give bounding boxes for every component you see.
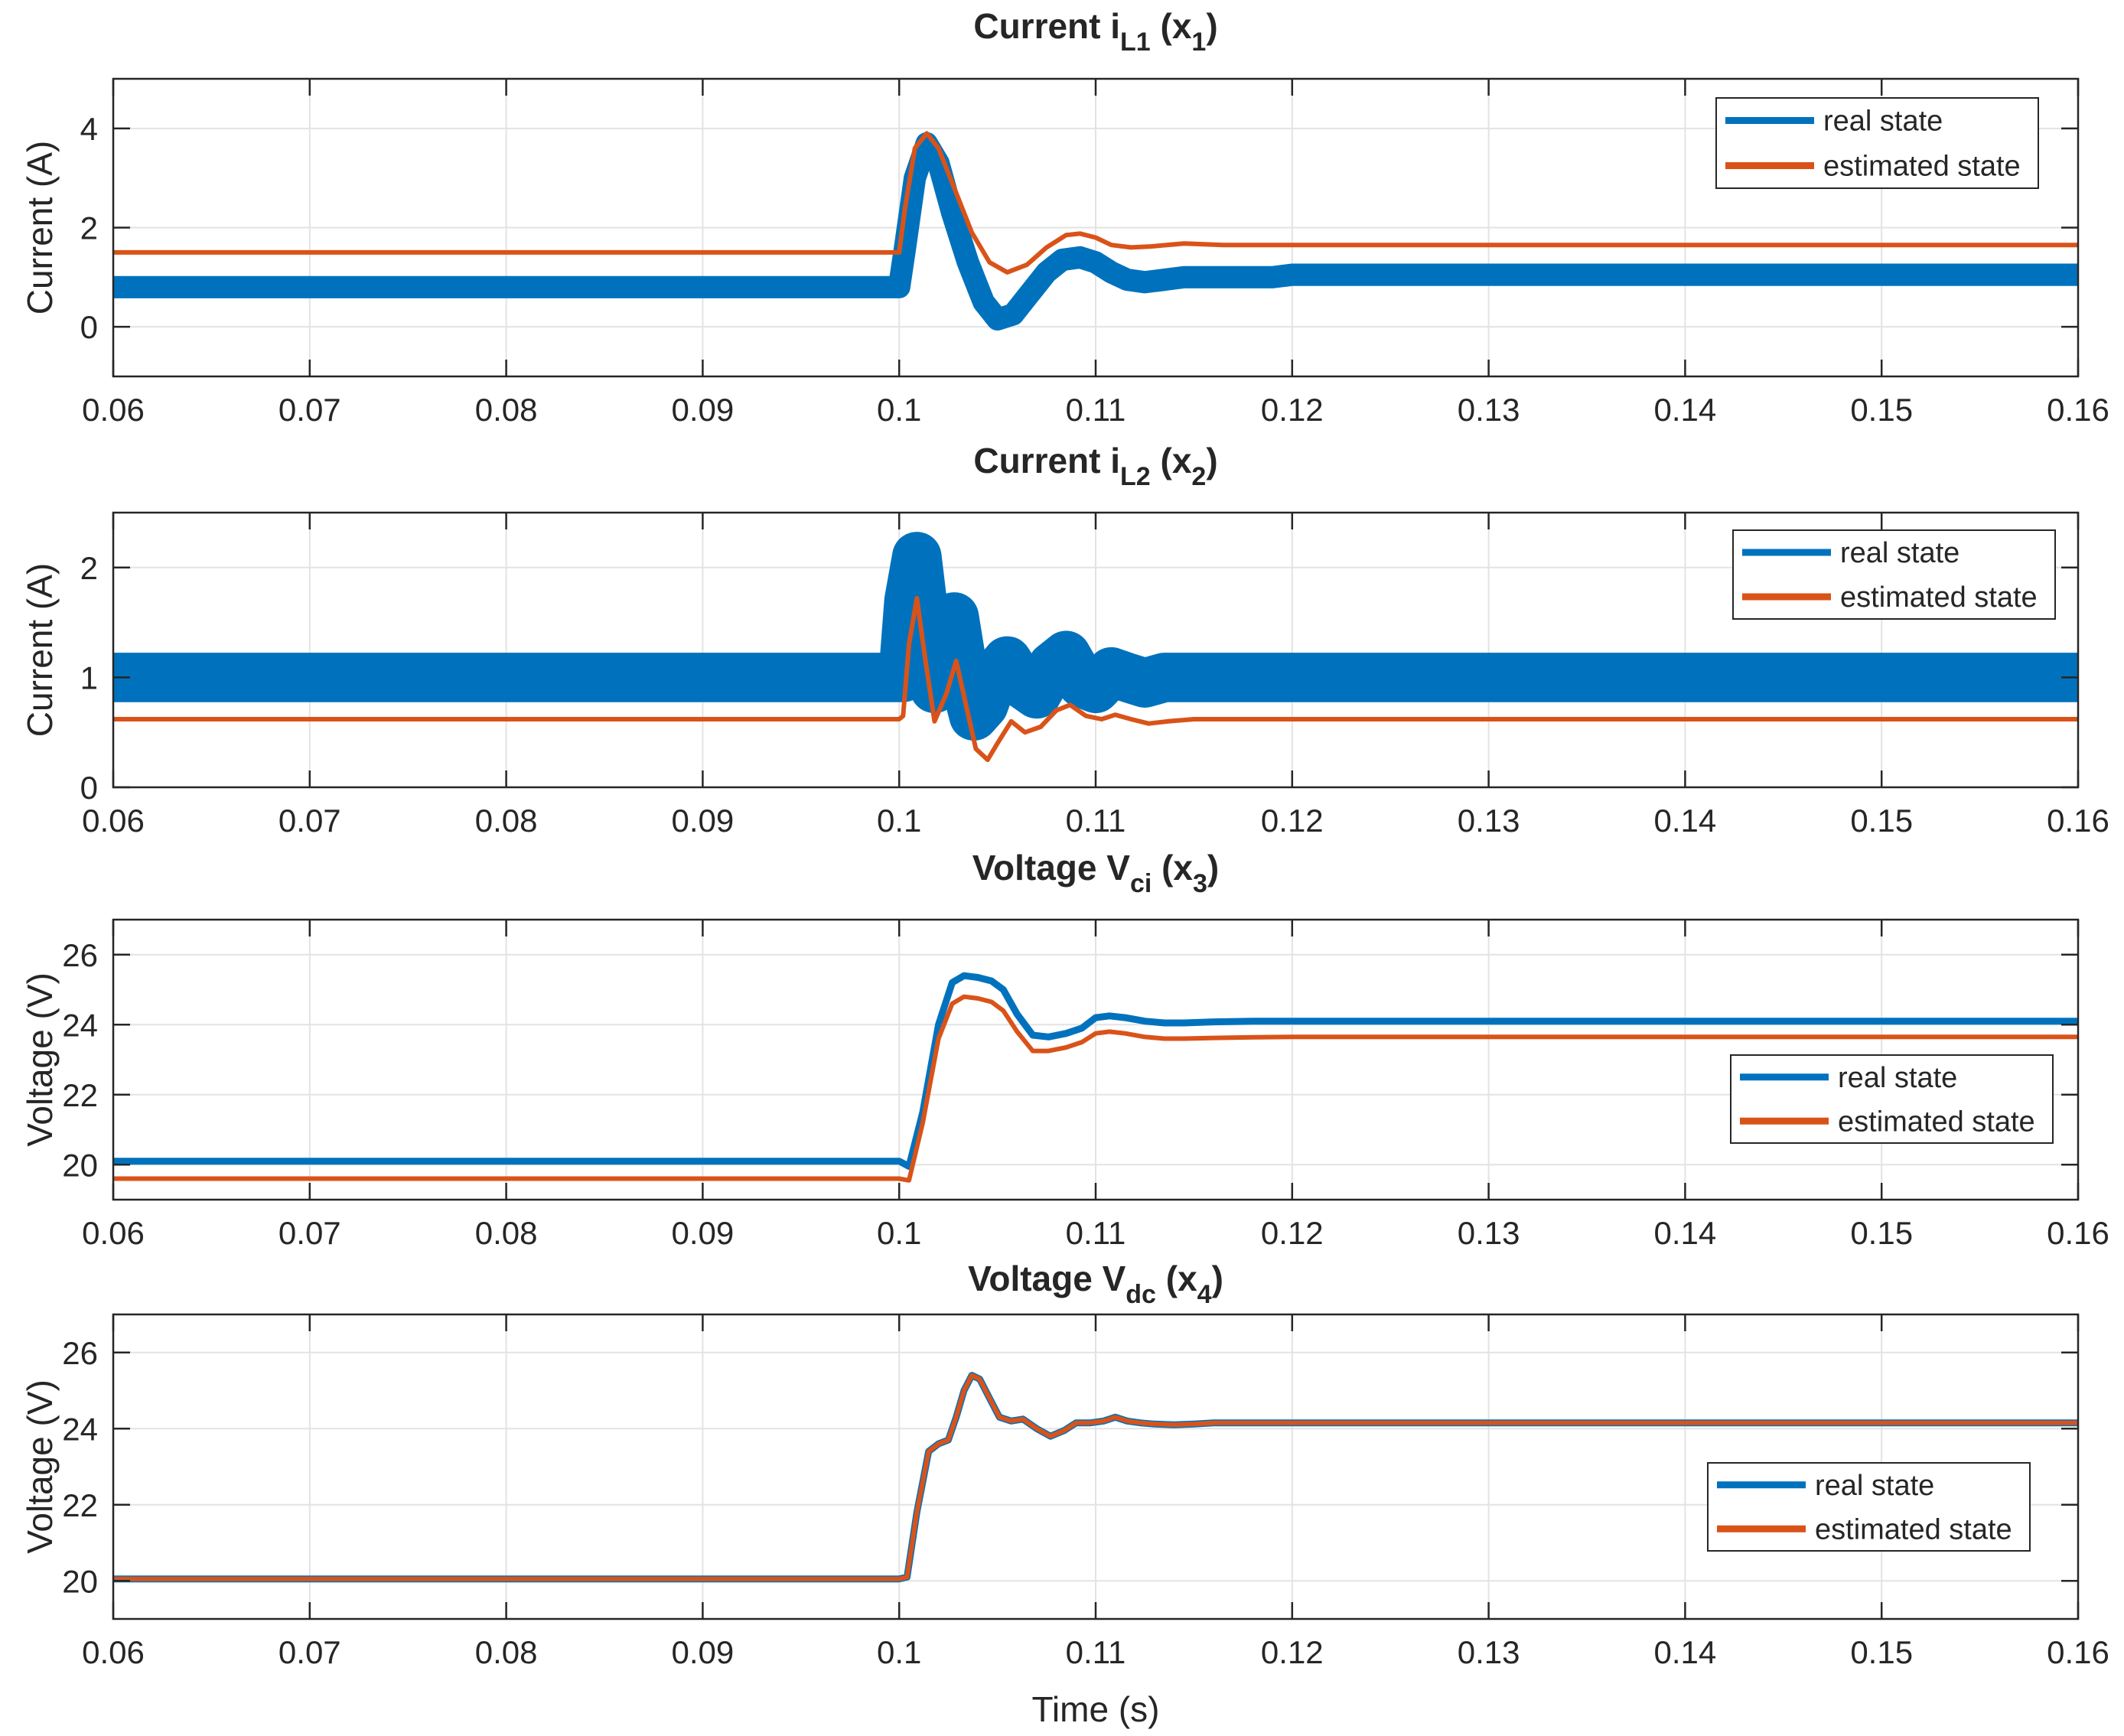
legend: real state estimated state xyxy=(1730,1054,2054,1144)
x-tick-label: 0.1 xyxy=(877,1634,921,1670)
x-tick-label: 0.15 xyxy=(1850,392,1913,428)
legend-label: real state xyxy=(1838,1062,1957,1094)
x-tick-label: 0.14 xyxy=(1654,392,1717,428)
x-tick-label: 0.07 xyxy=(279,803,341,839)
x-tick-label: 0.06 xyxy=(82,392,145,428)
y-axis-label: Voltage (V) xyxy=(20,1379,60,1554)
series-real-state-line xyxy=(113,972,2078,1170)
y-axis-label: Voltage (V) xyxy=(20,972,60,1147)
series-real-state-line xyxy=(113,132,2078,331)
x-tick-label: 0.15 xyxy=(1850,1215,1913,1251)
x-tick-label: 0.12 xyxy=(1261,1215,1324,1251)
x-tick-label: 0.09 xyxy=(672,1215,735,1251)
x-tick-label: 0.15 xyxy=(1850,1634,1913,1670)
y-tick-label: 22 xyxy=(62,1487,98,1523)
x-tick-label: 0.09 xyxy=(672,803,735,839)
legend-box xyxy=(1707,1462,2031,1552)
x-tick-label: 0.07 xyxy=(279,392,341,428)
legend-label: real state xyxy=(1840,537,1959,569)
y-tick-label: 26 xyxy=(62,937,98,973)
legend-label: estimated state xyxy=(1823,151,2021,183)
x-tick-label: 0.06 xyxy=(82,803,145,839)
x-tick-label: 0.06 xyxy=(82,1215,145,1251)
legend-box xyxy=(1715,97,2039,189)
x-tick-label: 0.16 xyxy=(2047,1634,2109,1670)
x-tick-label: 0.16 xyxy=(2047,803,2109,839)
x-tick-label: 0.11 xyxy=(1066,392,1126,428)
x-tick-label: 0.14 xyxy=(1654,1634,1717,1670)
x-tick-label: 0.06 xyxy=(82,1634,145,1670)
subplot-1: 0.06 0.07 0.08 0.09 0.1 0.11 0.12 0.13 0.14 0.15 0… xyxy=(20,6,2109,428)
y-tick-label: 24 xyxy=(62,1007,98,1043)
x-tick-label: 0.09 xyxy=(672,392,735,428)
x-tick-label: 0.16 xyxy=(2047,392,2109,428)
x-tick-label: 0.13 xyxy=(1458,392,1520,428)
y-tick-label: 1 xyxy=(80,660,98,695)
legend-label: real state xyxy=(1815,1470,1934,1502)
y-axis-label: Current (A) xyxy=(20,141,60,314)
x-tick-label: 0.11 xyxy=(1066,1634,1126,1670)
chart-title: Current iL2 (x2) xyxy=(973,441,1217,491)
x-tick-label: 0.14 xyxy=(1654,803,1717,839)
x-tick-label: 0.1 xyxy=(877,392,921,428)
subplot-3: 0.06 0.07 0.08 0.09 0.1 0.11 0.12 0.13 0.14 0.15 0… xyxy=(20,848,2109,1251)
legend-label: real state xyxy=(1823,106,1943,138)
series-estimated-state-line xyxy=(113,1373,2078,1581)
x-tick-label: 0.07 xyxy=(279,1634,341,1670)
legend-label: estimated state xyxy=(1838,1106,2035,1138)
legend: real state estimated state xyxy=(1715,97,2039,189)
subplot-4: 0.06 0.07 0.08 0.09 0.1 0.11 0.12 0.13 0.14 0.15 0… xyxy=(20,1259,2109,1729)
legend: real state estimated state xyxy=(1732,529,2056,620)
x-tick-label: 0.16 xyxy=(2047,1215,2109,1251)
legend-label: estimated state xyxy=(1840,581,2038,614)
x-tick-label: 0.07 xyxy=(279,1215,341,1251)
y-tick-label: 2 xyxy=(80,210,98,246)
chart-title: Current iL1 (x1) xyxy=(973,6,1217,57)
x-tick-label: 0.08 xyxy=(475,803,538,839)
chart-title: Voltage Vci (x3) xyxy=(972,848,1220,898)
y-tick-label: 20 xyxy=(62,1147,98,1183)
x-tick-label: 0.12 xyxy=(1261,803,1324,839)
x-tick-label: 0.08 xyxy=(475,392,538,428)
legend-label: estimated state xyxy=(1815,1513,2012,1545)
y-tick-label: 0 xyxy=(80,309,98,345)
y-tick-label: 20 xyxy=(62,1563,98,1599)
x-tick-label: 0.1 xyxy=(877,1215,921,1251)
x-tick-label: 0.1 xyxy=(877,803,921,839)
y-tick-label: 24 xyxy=(62,1411,98,1447)
series-real-state-line xyxy=(113,532,2078,741)
legend-box xyxy=(1732,529,2056,620)
x-tick-label: 0.13 xyxy=(1458,803,1520,839)
y-tick-label: 2 xyxy=(80,550,98,586)
x-tick-label: 0.08 xyxy=(475,1634,538,1670)
x-tick-label: 0.08 xyxy=(475,1215,538,1251)
x-tick-label: 0.12 xyxy=(1261,392,1324,428)
x-axis-label: Time (s) xyxy=(1032,1689,1160,1729)
chart-title: Voltage Vdc (x4) xyxy=(968,1259,1223,1309)
subplot-2: 0.06 0.07 0.08 0.09 0.1 0.11 0.12 0.13 0.14 0.15 0… xyxy=(20,441,2109,839)
y-axis-label: Current (A) xyxy=(20,563,60,737)
legend: real state estimated state xyxy=(1707,1462,2031,1552)
x-tick-label: 0.13 xyxy=(1458,1634,1520,1670)
series-estimated-state-line xyxy=(113,596,2078,763)
x-tick-label: 0.15 xyxy=(1850,803,1913,839)
y-tick-label: 0 xyxy=(80,770,98,806)
x-tick-label: 0.13 xyxy=(1458,1215,1520,1251)
y-tick-label: 22 xyxy=(62,1077,98,1113)
y-tick-label: 26 xyxy=(62,1335,98,1371)
x-tick-label: 0.12 xyxy=(1261,1634,1324,1670)
x-tick-label: 0.11 xyxy=(1066,803,1126,839)
x-tick-label: 0.09 xyxy=(672,1634,735,1670)
series-estimated-state-line xyxy=(113,994,2078,1183)
y-tick-label: 4 xyxy=(80,111,98,147)
legend-box xyxy=(1730,1054,2054,1144)
x-tick-label: 0.14 xyxy=(1654,1215,1717,1251)
series-estimated-state-line xyxy=(113,131,2078,275)
x-tick-label: 0.11 xyxy=(1066,1215,1126,1251)
